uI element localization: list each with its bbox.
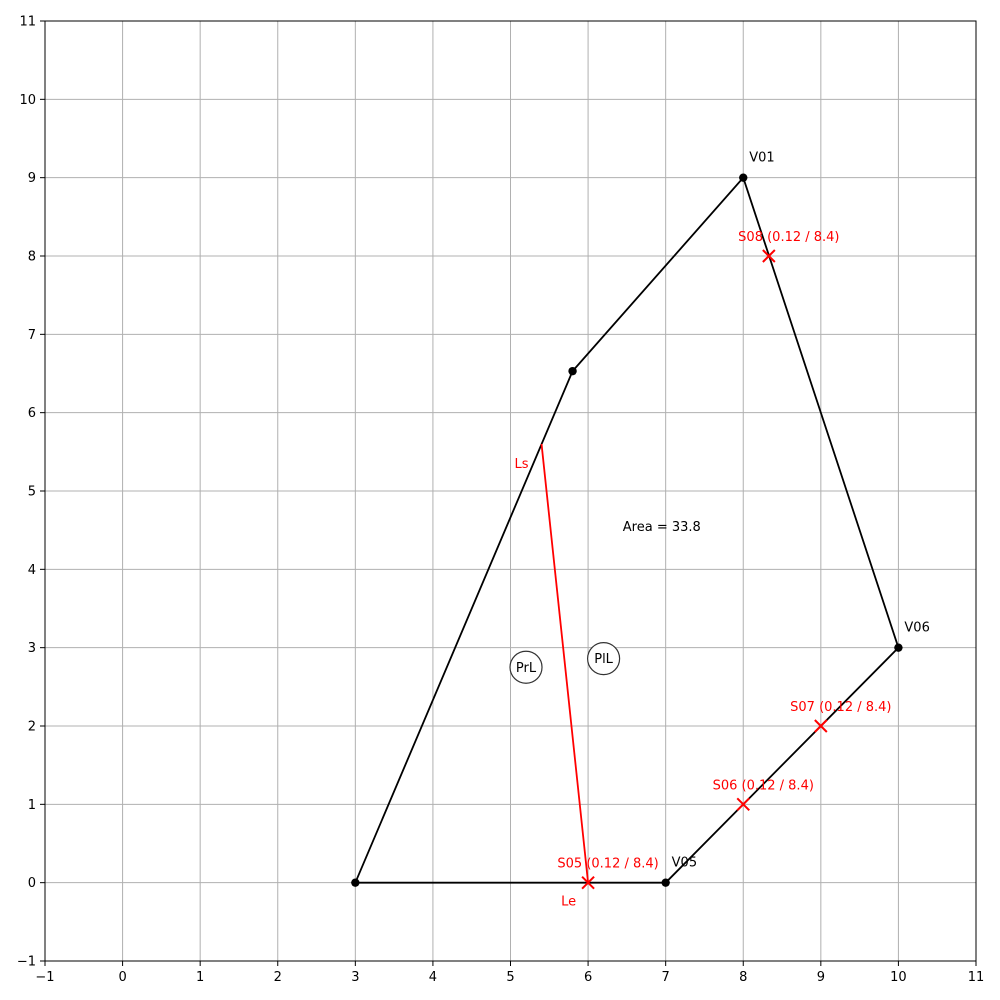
marker: S06 (0.12 / 8.4) — [713, 778, 814, 812]
polygon-vertex — [661, 878, 670, 887]
axis-ticks: −1 0 1 2 3 4 5 6 7 8 9 10 11 −1 0 1 2 3 4 5 6 7 8 9 10 11 — [17, 15, 984, 986]
polygon-vertex — [739, 173, 748, 182]
line-end-label: Le — [561, 895, 576, 910]
markers: S05 (0.12 / 8.4) S06 (0.12 / 8.4) S07 (0.1… — [557, 230, 892, 890]
y-tick-label: 5 — [28, 485, 36, 500]
y-tick-label: 2 — [28, 720, 36, 735]
y-tick-label: −1 — [17, 955, 36, 970]
circle-label: PlL — [586, 642, 621, 676]
circle-label-ring — [509, 650, 543, 684]
marker: S05 (0.12 / 8.4) — [557, 857, 659, 890]
circle-label-text: PrL — [516, 661, 537, 676]
marker-label: S06 (0.12 / 8.4) — [713, 778, 814, 793]
polygon-outline — [353, 175, 900, 884]
marker-stroke — [762, 249, 776, 263]
polygon-vertex — [894, 643, 903, 652]
y-tick-label: 8 — [28, 250, 36, 265]
x-tick-label: 2 — [274, 970, 282, 985]
x-tick-label: 4 — [429, 970, 437, 985]
circle-labels: PrL PlL — [509, 642, 621, 684]
marker: S07 (0.12 / 8.4) — [790, 700, 892, 733]
x-tick-label: 7 — [662, 970, 670, 985]
y-tick-label: 4 — [28, 563, 36, 578]
y-tick-label: 6 — [28, 406, 36, 421]
vertex-label: V06 — [904, 621, 929, 636]
vertex-label: V01 — [749, 151, 774, 166]
x-tick-label: 6 — [584, 970, 592, 985]
y-tick-label: 10 — [19, 93, 36, 108]
marker-stroke — [581, 875, 595, 890]
line-start-label: Ls — [515, 457, 529, 472]
section-line-segment — [540, 443, 589, 883]
polygon-vertex — [568, 366, 577, 376]
x-tick-label: 11 — [968, 970, 985, 985]
x-tick-label: 1 — [196, 970, 204, 985]
marker-stroke — [814, 719, 828, 733]
x-tick-label: 8 — [739, 970, 747, 985]
circle-label-ring — [586, 642, 621, 676]
y-tick-label: 11 — [19, 15, 36, 30]
x-tick-label: −1 — [35, 970, 54, 985]
y-tick-label: 1 — [28, 798, 36, 813]
section-line: Ls Le — [515, 443, 589, 910]
circle-label: PrL — [509, 650, 543, 684]
y-tick-label: 9 — [28, 171, 36, 186]
y-tick-label: 7 — [28, 328, 36, 343]
y-tick-label: 3 — [28, 641, 36, 656]
x-tick-label: 10 — [890, 970, 907, 985]
y-tick-label: 0 — [28, 876, 36, 891]
vertex-label: V05 — [672, 856, 697, 871]
x-tick-label: 5 — [506, 970, 514, 985]
marker-label: S07 (0.12 / 8.4) — [790, 700, 891, 715]
marker: S08 (0.12 / 8.4) — [738, 230, 840, 263]
marker-label: S08 (0.12 / 8.4) — [738, 230, 839, 245]
polygon: V05 V06 V01 — [351, 151, 930, 887]
marker-label: S05 (0.12 / 8.4) — [557, 857, 658, 872]
x-tick-label: 0 — [118, 970, 126, 985]
x-tick-label: 9 — [817, 970, 825, 985]
area-label: Area = 33.8 — [623, 520, 701, 535]
circle-label-text: PlL — [594, 652, 613, 667]
polygon-vertex — [351, 878, 360, 887]
marker-stroke — [736, 797, 750, 812]
x-tick-label: 3 — [351, 970, 359, 985]
